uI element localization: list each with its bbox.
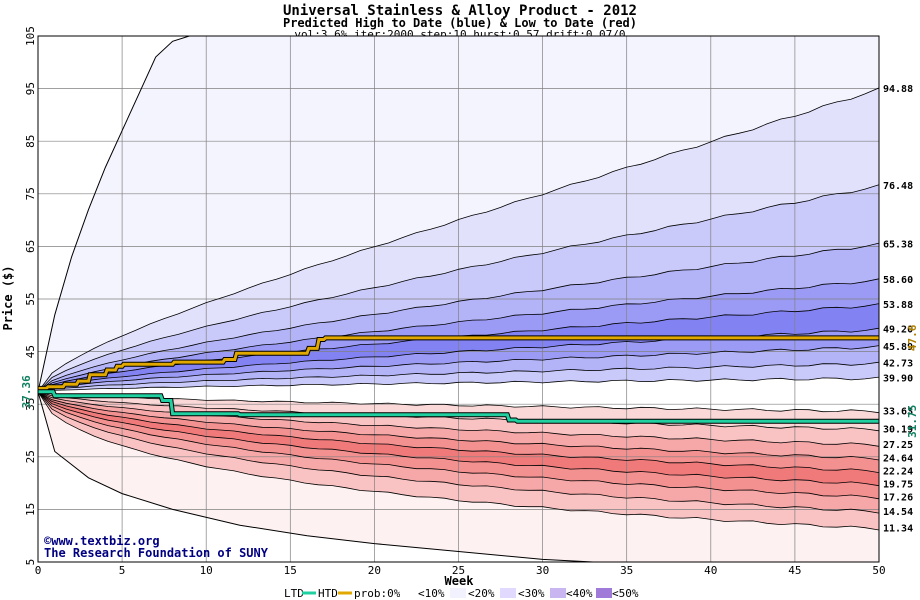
- percentile-end-label-8: 39.90: [883, 373, 913, 384]
- plot-area: 0 5 10 15 20 25 30 35 40 45 5051525354555657585951…: [20, 26, 919, 577]
- y-tick-label-8: 85: [24, 135, 37, 148]
- start-price-label: 37.36: [20, 375, 33, 408]
- legend-bucket-30: <30%: [518, 587, 545, 600]
- legend-swatch-3: [550, 588, 566, 598]
- legend-bucket-20: <20%: [468, 587, 495, 600]
- y-tick-label-9: 95: [24, 82, 37, 95]
- percentile-lines: [38, 36, 879, 562]
- band-low-3: [38, 391, 879, 473]
- percentile-end-label-14: 19.75: [883, 479, 913, 490]
- percentile-end-label-17: 11.34: [883, 524, 913, 535]
- legend-prob-label: prob:0%: [354, 587, 401, 600]
- percentile-end-label-11: 27.25: [883, 440, 913, 451]
- htd-end-value: 47.6: [906, 324, 919, 351]
- low-percentile-line-1: [38, 391, 879, 432]
- percentile-end-label-0: 94.88: [883, 84, 913, 95]
- high-percentile-line-6: [38, 345, 879, 393]
- percentile-end-label-4: 53.88: [883, 300, 913, 311]
- percentile-end-label-6: 45.89: [883, 342, 913, 353]
- ltd-end-value: 31.75: [906, 405, 919, 438]
- ltd-line: [38, 390, 879, 423]
- x-tick-label-10: 50: [872, 564, 885, 577]
- legend-swatch-0: [400, 588, 416, 598]
- low-percentile-line-0: [38, 391, 879, 414]
- x-axis-label: Week: [445, 574, 475, 588]
- x-tick-label-3: 15: [284, 564, 297, 577]
- x-tick-label-0: 0: [35, 564, 42, 577]
- outer-low-line: [38, 391, 594, 562]
- x-tick-label-9: 45: [788, 564, 801, 577]
- high-percentile-line-2: [38, 242, 879, 393]
- y-axis-label: Price ($): [1, 265, 15, 330]
- percentile-end-label-16: 14.54: [883, 507, 913, 518]
- x-tick-label-2: 10: [200, 564, 213, 577]
- x-tick-label-8: 40: [704, 564, 717, 577]
- percentile-end-label-12: 24.64: [883, 454, 913, 465]
- y-tick-label-4: 45: [24, 345, 37, 358]
- legend-bucket-10: <10%: [418, 587, 445, 600]
- credit-foundation: The Research Foundation of SUNY: [44, 546, 269, 560]
- x-tick-label-1: 5: [119, 564, 126, 577]
- percentile-end-label-15: 17.26: [883, 493, 913, 504]
- percentile-end-label-3: 58.60: [883, 275, 913, 286]
- legend-htd-label: HTD: [318, 587, 338, 600]
- band-low-2: [38, 391, 879, 460]
- right-labels: 94.88 76.48 65.38 58.60 53.88 49.20 45.89 42.73…: [883, 84, 913, 534]
- outer-high-line: [38, 36, 190, 392]
- legend-swatch-1: [450, 588, 466, 598]
- x-tick-label-5: 25: [452, 564, 465, 577]
- percentile-end-label-5: 49.20: [883, 325, 913, 336]
- legend-swatch-4: [596, 588, 612, 598]
- y-tick-label-7: 75: [24, 187, 37, 200]
- credit-website: ©www.textbiz.org: [44, 534, 160, 548]
- percentile-end-label-2: 65.38: [883, 239, 913, 250]
- x-tick-label-7: 35: [620, 564, 633, 577]
- plot-frame: [37, 35, 880, 563]
- chart-title: Universal Stainless & Alloy Product - 20…: [283, 3, 637, 19]
- low-percentile-line-4: [38, 391, 879, 473]
- low-percentile-line-5: [38, 391, 879, 487]
- band-low-outer: [38, 391, 879, 562]
- legend-bucket-50: <50%: [612, 587, 639, 600]
- high-percentile-line-7: [38, 361, 879, 393]
- percentile-end-label-7: 42.73: [883, 359, 913, 370]
- y-tick-label-2: 25: [24, 450, 37, 463]
- low-percentile-line-6: [38, 391, 879, 500]
- high-percentile-line-3: [38, 278, 879, 393]
- percentile-end-label-1: 76.48: [883, 181, 913, 192]
- legend-ltd-label: LTD: [284, 587, 304, 600]
- high-percentile-line-0: [38, 87, 879, 393]
- chart-subtitle: Predicted High to Date (blue) & Low to D…: [283, 16, 637, 30]
- x-tick-label-6: 30: [536, 564, 549, 577]
- legend-swatch-2: [500, 588, 516, 598]
- percentile-end-label-13: 22.24: [883, 466, 913, 477]
- high-percentile-line-1: [38, 184, 879, 393]
- low-percentile-line-7: [38, 391, 879, 514]
- y-tick-label-0: 5: [24, 559, 37, 566]
- y-tick-label-3: 35: [24, 398, 37, 411]
- low-percentile-line-8: [38, 391, 879, 531]
- x-tick-label-4: 20: [368, 564, 381, 577]
- y-tick-label-5: 55: [24, 292, 37, 305]
- htd-line: [38, 336, 879, 390]
- percentile-end-label-9: 33.63: [883, 406, 913, 417]
- low-percentile-line-3: [38, 391, 879, 461]
- legend-bucket-40: <40%: [566, 587, 593, 600]
- legend: LTD HTD prob:0% <10% <20% <30% <40% <50%: [284, 587, 639, 600]
- high-percentile-line-8: [38, 376, 879, 393]
- y-tick-label-6: 65: [24, 240, 37, 253]
- y-tick-label-10: 105: [24, 26, 37, 46]
- percentile-end-label-10: 30.19: [883, 425, 913, 436]
- y-tick-label-1: 15: [24, 503, 37, 516]
